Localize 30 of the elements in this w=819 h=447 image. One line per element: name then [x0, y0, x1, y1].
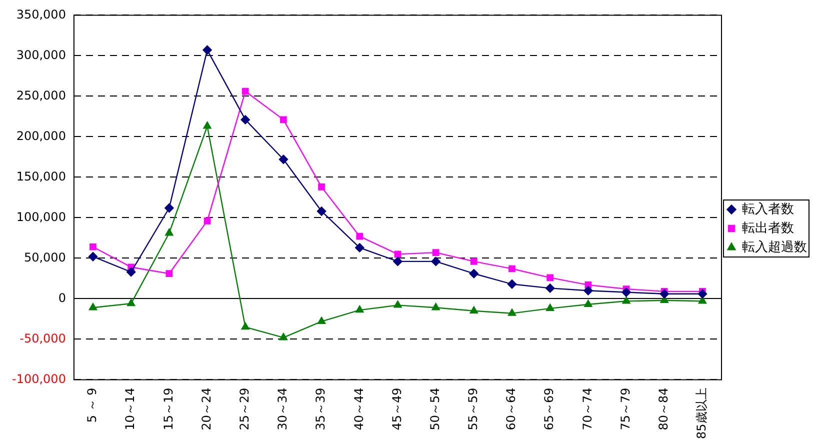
- x-tick-label: 30～34: [276, 388, 290, 430]
- y-tick-label: 200,000: [16, 128, 66, 143]
- x-tick-label: 20～24: [199, 388, 214, 430]
- x-tick-label: 10～14: [123, 388, 138, 430]
- x-tick-label: 85歳以上: [694, 388, 709, 440]
- x-tick-label: 15～19: [161, 388, 176, 430]
- y-tick-label: 250,000: [16, 88, 66, 102]
- y-tick-label: 50,000: [24, 250, 66, 264]
- x-tick-label: 65～69: [542, 388, 556, 430]
- x-tick-label: 25～29: [237, 388, 252, 430]
- x-tick-label: 75～79: [618, 388, 632, 430]
- y-tick-label: -50,000: [20, 331, 66, 346]
- y-tick-label: 0: [58, 290, 66, 305]
- x-tick-label: 40～44: [352, 388, 366, 430]
- x-tick-label: 70～74: [580, 388, 594, 430]
- y-tick-label: 150,000: [16, 169, 66, 184]
- y-tick-label: -100,000: [12, 372, 66, 386]
- legend-label: 転入者数: [742, 202, 794, 217]
- x-tick-label: 60～64: [504, 388, 518, 430]
- y-tick-label: 350,000: [16, 7, 66, 22]
- x-tick-label: 80～84: [656, 388, 670, 430]
- x-tick-label: 45～49: [390, 388, 404, 430]
- x-tick-label: 5 ～ 9: [85, 388, 100, 423]
- x-tick-label: 50～54: [428, 388, 442, 430]
- y-tick-label: 100,000: [16, 210, 66, 224]
- legend-label: 転出者数: [742, 220, 794, 236]
- x-tick-label: 35～39: [314, 388, 328, 430]
- x-tick-label: 55～59: [466, 388, 480, 430]
- y-tick-label: 300,000: [16, 48, 66, 62]
- legend-label: 転入超過数: [742, 240, 807, 255]
